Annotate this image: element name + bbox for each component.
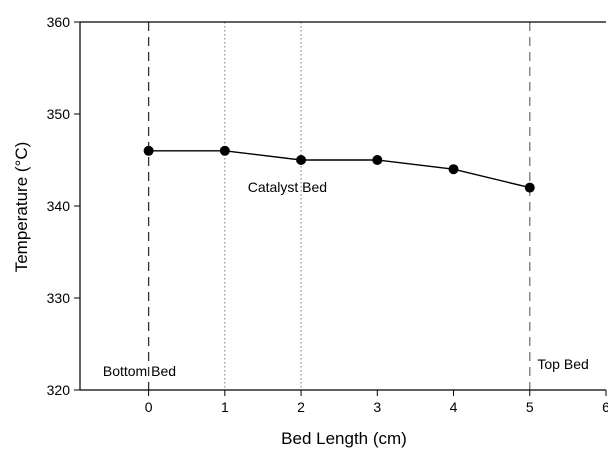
- reference-lines: [149, 22, 530, 390]
- x-tick-label: 2: [297, 399, 305, 415]
- y-tick-label: 320: [47, 382, 71, 398]
- y-axis-label: Temperature (°C): [12, 142, 31, 273]
- y-tick-label: 360: [47, 14, 71, 30]
- x-tick-label: 4: [450, 399, 458, 415]
- x-tick-label: 0: [145, 399, 153, 415]
- data-series: [144, 146, 535, 193]
- x-tick-label: 1: [221, 399, 229, 415]
- axes: [80, 22, 606, 390]
- y-tick-label: 340: [47, 198, 71, 214]
- x-tick-label: 3: [373, 399, 381, 415]
- data-point: [372, 155, 382, 165]
- annotation-label: Bottom Bed: [103, 363, 176, 379]
- data-point: [144, 146, 154, 156]
- series-line: [149, 151, 530, 188]
- x-axis-label: Bed Length (cm): [281, 429, 407, 448]
- y-tick-label: 350: [47, 106, 71, 122]
- x-tick-label: 5: [526, 399, 534, 415]
- data-point: [449, 164, 459, 174]
- data-point: [296, 155, 306, 165]
- x-tick-label: 6: [602, 399, 608, 415]
- annotation-label: Catalyst Bed: [248, 179, 327, 195]
- ticks: 0 1 2 3 4 5 6 320 330 340 350 360: [47, 14, 608, 415]
- data-point: [220, 146, 230, 156]
- y-tick-label: 330: [47, 290, 71, 306]
- data-point: [525, 183, 535, 193]
- annotations: Bottom Bed Catalyst Bed Top Bed: [103, 179, 589, 379]
- annotation-label: Top Bed: [537, 356, 588, 372]
